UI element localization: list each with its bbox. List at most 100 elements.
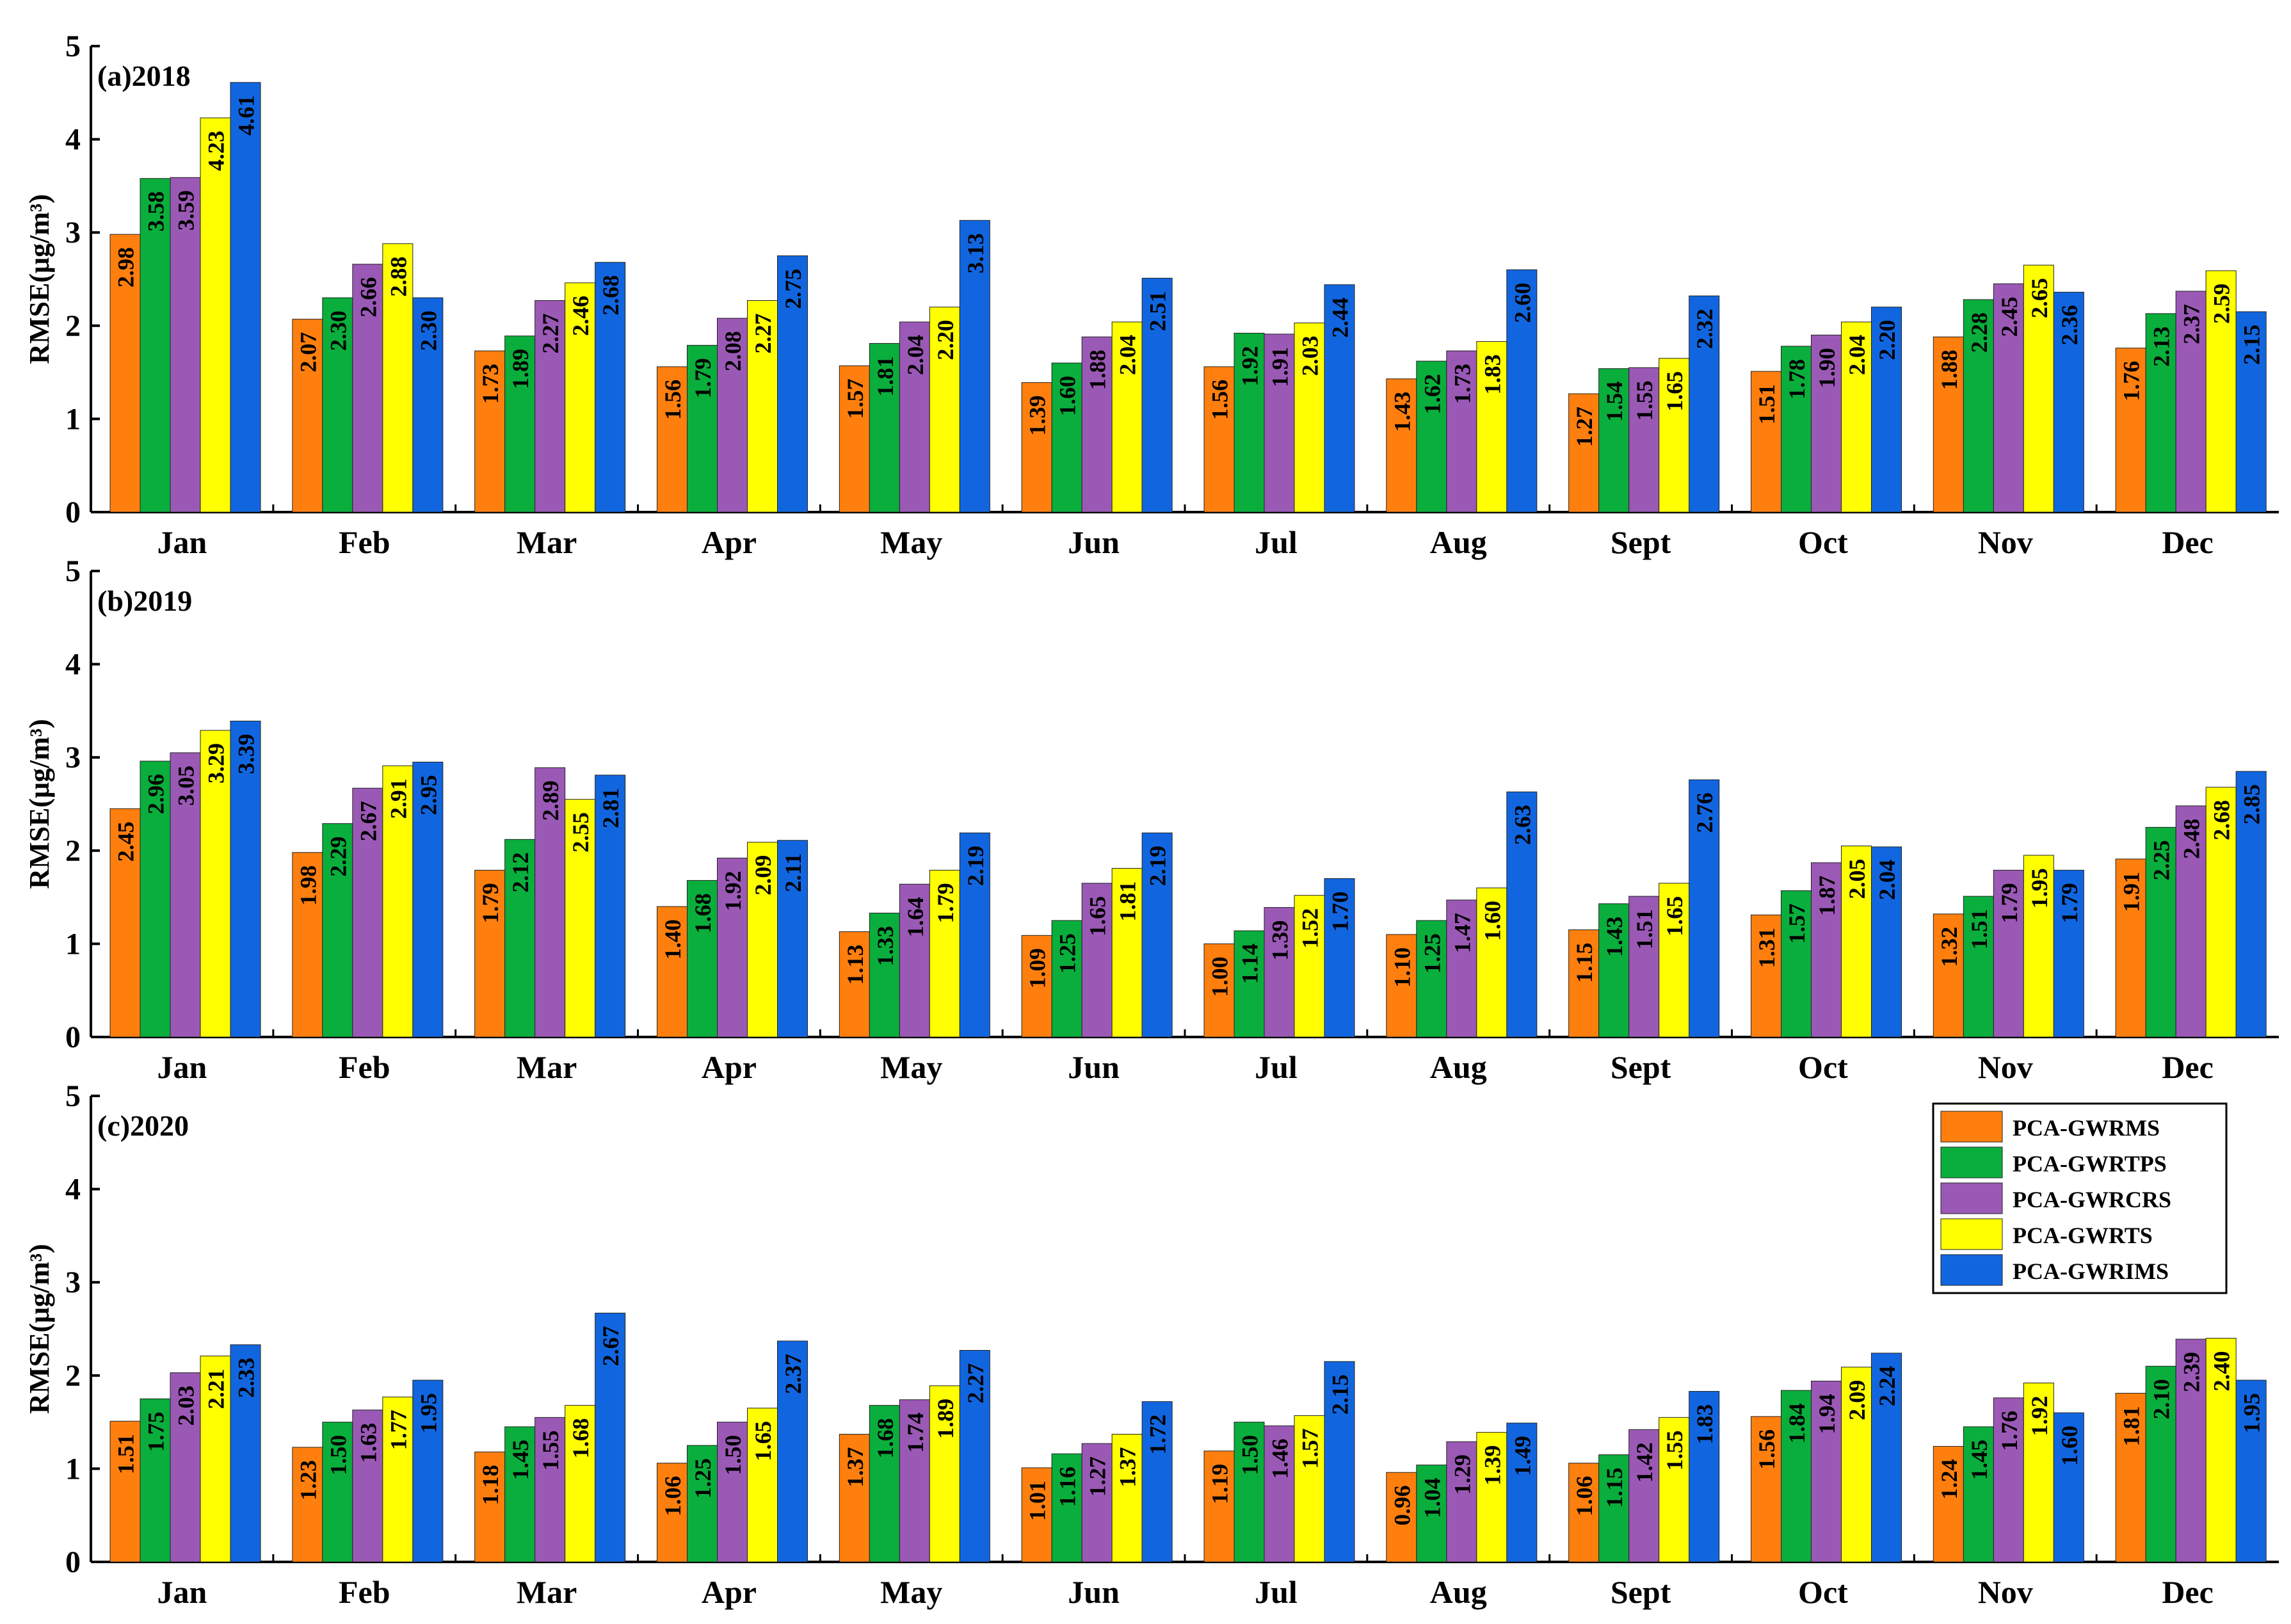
bar xyxy=(1081,336,1113,513)
x-tick-label: Apr xyxy=(702,524,757,560)
bar xyxy=(717,857,748,1038)
bar xyxy=(1598,368,1630,513)
bar xyxy=(412,297,444,513)
data-label: 2.68 xyxy=(598,275,623,316)
data-label: 1.50 xyxy=(720,1435,746,1475)
bar xyxy=(1781,346,1812,513)
data-label: 1.63 xyxy=(355,1423,381,1463)
y-tick-label: 4 xyxy=(65,648,81,682)
bar xyxy=(839,1434,870,1563)
data-label: 1.56 xyxy=(1207,380,1233,420)
data-label: 1.65 xyxy=(1662,896,1687,937)
bar xyxy=(200,117,231,513)
bar xyxy=(1446,1441,1477,1563)
data-label: 2.48 xyxy=(2179,819,2205,859)
bar xyxy=(1324,284,1355,513)
data-label: 3.59 xyxy=(173,190,199,230)
data-label: 1.14 xyxy=(1237,944,1263,984)
bar xyxy=(1476,1432,1507,1563)
bar xyxy=(1811,862,1842,1038)
data-label: 1.89 xyxy=(508,349,533,389)
bar xyxy=(1628,367,1660,513)
bar xyxy=(1506,269,1538,513)
data-label: 1.39 xyxy=(1479,1445,1505,1486)
y-tick-label: 1 xyxy=(65,402,81,436)
data-label: 2.29 xyxy=(325,837,351,877)
x-tick-label: Oct xyxy=(1798,1574,1848,1610)
bar xyxy=(1416,360,1447,513)
data-label: 1.56 xyxy=(1754,1429,1780,1470)
bar xyxy=(595,1312,626,1563)
data-label: 1.91 xyxy=(2119,872,2144,912)
bar xyxy=(1051,1453,1082,1563)
bar xyxy=(1933,913,1964,1038)
bar xyxy=(1871,846,1902,1038)
data-label: 4.23 xyxy=(204,131,229,171)
data-label: 1.62 xyxy=(1419,374,1445,414)
bar xyxy=(382,1396,414,1563)
data-label: 2.65 xyxy=(2027,278,2052,318)
legend-swatch xyxy=(1940,1218,2003,1250)
data-label: 1.25 xyxy=(1419,933,1445,974)
bar xyxy=(1598,903,1630,1038)
bar xyxy=(657,1463,687,1563)
bar xyxy=(1993,283,2024,513)
bar xyxy=(1568,1463,1600,1563)
bar xyxy=(2023,264,2054,513)
data-label: 2.19 xyxy=(963,846,988,886)
bar xyxy=(2115,348,2146,513)
data-label: 2.08 xyxy=(720,331,746,371)
data-label: 2.04 xyxy=(1115,335,1141,375)
legend-entry: PCA-GWRTPS xyxy=(2013,1151,2167,1177)
bar xyxy=(170,752,201,1038)
x-tick-label: Mar xyxy=(517,1049,577,1085)
data-label: 1.10 xyxy=(1389,947,1415,988)
bar xyxy=(1506,791,1538,1038)
data-label: 1.57 xyxy=(842,378,868,419)
x-tick-label: Apr xyxy=(702,1049,757,1085)
bar xyxy=(292,1447,323,1563)
bar xyxy=(747,300,778,513)
data-label: 1.95 xyxy=(415,1393,441,1433)
bar xyxy=(1751,371,1781,513)
bar xyxy=(352,1410,383,1563)
x-tick-label: Jan xyxy=(157,1574,207,1610)
bar xyxy=(1203,366,1235,513)
data-label: 2.85 xyxy=(2239,784,2265,824)
bar xyxy=(230,82,261,513)
data-label: 1.55 xyxy=(1662,1430,1687,1470)
data-label: 2.15 xyxy=(1328,1374,1353,1415)
bar xyxy=(1111,1434,1143,1563)
bar xyxy=(899,883,930,1038)
data-label: 2.28 xyxy=(1966,312,1992,353)
bar xyxy=(1689,1391,1720,1563)
bar xyxy=(1689,295,1720,513)
data-label: 2.09 xyxy=(1844,1380,1870,1420)
y-tick-label: 2 xyxy=(65,834,81,868)
bar xyxy=(959,1349,990,1563)
data-label: 1.83 xyxy=(1692,1404,1717,1445)
data-label: 1.37 xyxy=(1115,1447,1141,1488)
bar xyxy=(504,1426,536,1563)
bar xyxy=(2115,858,2146,1038)
x-tick-label: Jun xyxy=(1068,1574,1120,1610)
data-label: 2.33 xyxy=(234,1358,259,1398)
data-label: 2.25 xyxy=(2149,840,2174,880)
bar xyxy=(2053,291,2084,513)
data-label: 1.60 xyxy=(1479,901,1505,941)
bar xyxy=(1963,299,1994,513)
data-label: 4.61 xyxy=(234,95,259,136)
data-label: 1.60 xyxy=(2057,1426,2082,1466)
x-tick-label: May xyxy=(880,1574,942,1610)
data-label: 1.79 xyxy=(933,883,958,923)
x-tick-label: Nov xyxy=(1978,524,2033,560)
data-label: 2.27 xyxy=(963,1363,988,1403)
bar xyxy=(747,842,778,1038)
y-tick-label: 3 xyxy=(65,1266,81,1299)
bar xyxy=(322,823,353,1038)
x-tick-label: Sept xyxy=(1611,524,1671,560)
bar xyxy=(2023,1382,2054,1563)
bar xyxy=(1598,1454,1630,1563)
bar xyxy=(959,220,990,513)
data-label: 1.16 xyxy=(1055,1467,1081,1507)
